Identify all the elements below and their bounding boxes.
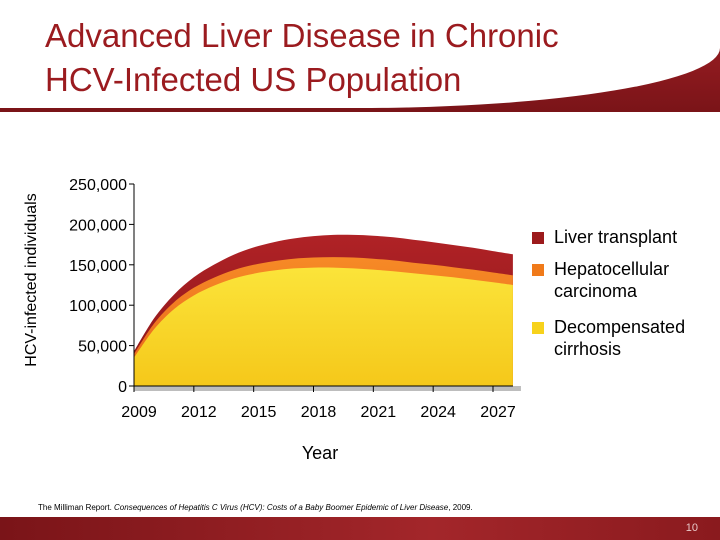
legend-label-decompensated: Decompensated cirrhosis — [554, 317, 686, 359]
source-suffix: , 2009. — [448, 503, 473, 512]
x-tick-group: 2009 2012 2015 2018 2021 2024 2027 — [121, 386, 516, 421]
x-axis-shadow — [134, 386, 521, 391]
y-tick-label: 100,000 — [69, 298, 127, 315]
legend-swatch-hepatocellular — [532, 264, 544, 276]
legend-swatch-decompensated — [532, 322, 544, 334]
legend-swatch-liver-transplant — [532, 232, 544, 244]
title-line-2: HCV-Infected US Population — [45, 61, 462, 98]
y-tick-label: 0 — [118, 379, 127, 396]
source-title: Consequences of Hepatitis C Virus (HCV):… — [114, 503, 449, 512]
header-white-panel — [0, 0, 720, 108]
x-tick-label: 2024 — [420, 404, 456, 421]
x-tick-label: 2027 — [480, 404, 516, 421]
slide-title: Advanced Liver Disease in Chronic HCV-In… — [45, 14, 645, 102]
x-tick-label: 2018 — [301, 404, 337, 421]
x-tick-label: 2015 — [241, 404, 277, 421]
legend-label-hepatocellular: Hepatocellular carcinoma — [554, 259, 670, 301]
y-tick-label: 150,000 — [69, 258, 127, 275]
legend-label-liver-transplant: Liver transplant — [554, 227, 678, 247]
source-prefix: The Milliman Report. — [38, 503, 115, 512]
source-citation: The Milliman Report. Consequences of Hep… — [38, 503, 473, 512]
x-tick-label: 2012 — [181, 404, 217, 421]
x-tick-label: 2021 — [361, 404, 397, 421]
page-number: 10 — [685, 522, 698, 534]
y-tick-label: 200,000 — [69, 217, 127, 234]
y-tick-group: 0 50,000 100,000 150,000 200,000 250,000 — [69, 177, 134, 396]
area-decompensated-cirrhosis — [134, 267, 513, 386]
y-tick-label: 50,000 — [78, 339, 127, 356]
series-areas — [134, 234, 513, 386]
title-line-1: Advanced Liver Disease in Chronic — [45, 17, 559, 54]
x-axis-title: Year — [302, 443, 338, 463]
y-tick-label: 250,000 — [69, 177, 127, 194]
footer-band — [0, 517, 720, 540]
x-tick-label: 2009 — [121, 404, 157, 421]
header-band — [0, 0, 720, 112]
